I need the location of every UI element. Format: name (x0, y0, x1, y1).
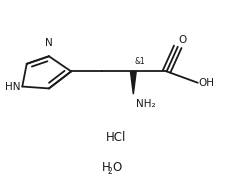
Text: N: N (45, 38, 53, 48)
Text: 2: 2 (107, 167, 112, 176)
Text: OH: OH (198, 78, 214, 88)
Text: NH₂: NH₂ (135, 99, 155, 109)
Polygon shape (130, 71, 136, 94)
Text: &1: &1 (134, 57, 145, 66)
Text: HN: HN (5, 82, 20, 92)
Text: HCl: HCl (105, 131, 125, 144)
Text: H: H (102, 161, 111, 174)
Text: O: O (178, 35, 186, 45)
Text: O: O (111, 161, 121, 174)
